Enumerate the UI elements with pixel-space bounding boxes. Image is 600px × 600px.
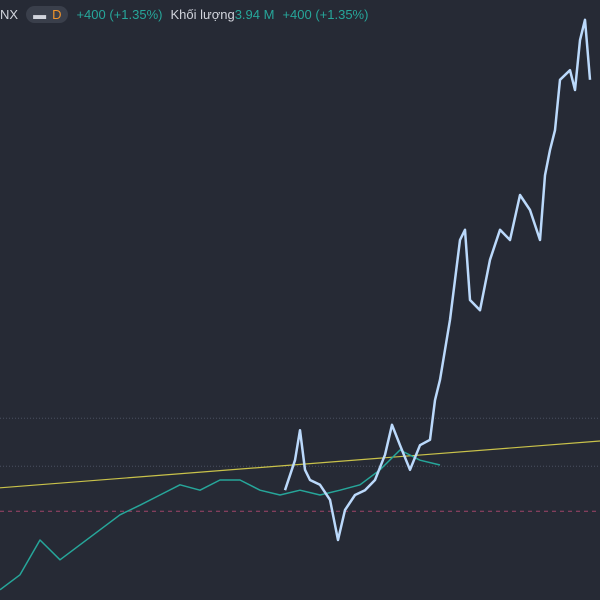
series-line bbox=[0, 449, 441, 591]
trend-line bbox=[0, 440, 600, 489]
volume: 3.94 M bbox=[234, 7, 275, 22]
interval-pill[interactable]: ▬ D bbox=[26, 6, 69, 23]
header: NX ▬ D +400 (+1.35%) Khối lượng 3.94 M +4… bbox=[0, 6, 368, 23]
icon: ▬ bbox=[33, 7, 47, 22]
interval: D bbox=[52, 7, 62, 22]
volume-label: Khối lượng bbox=[170, 7, 235, 22]
series-line bbox=[283, 18, 592, 542]
change: +400 (+1.35%) bbox=[76, 7, 163, 22]
volume-change: +400 (+1.35%) bbox=[282, 7, 369, 22]
symbol[interactable]: NX bbox=[0, 7, 19, 22]
